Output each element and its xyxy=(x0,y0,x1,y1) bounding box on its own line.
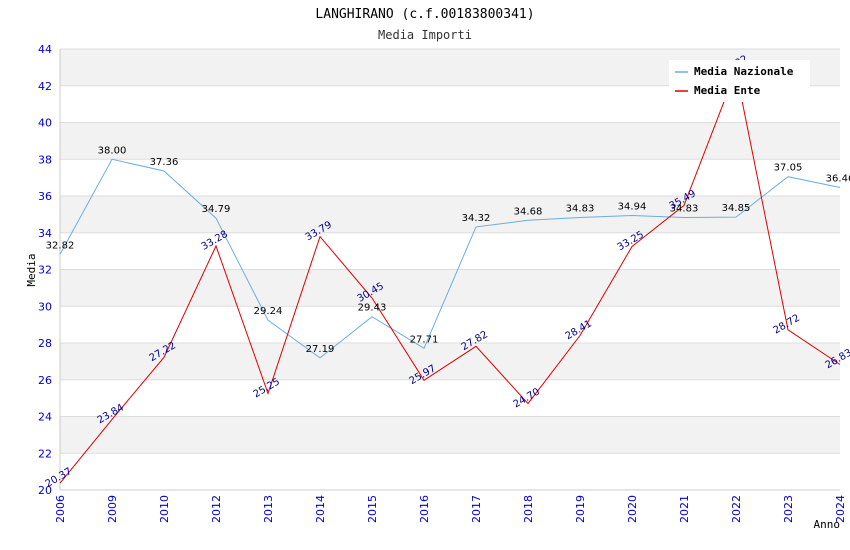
y-tick-label: 32 xyxy=(38,264,52,277)
data-label-nazionale: 34.83 xyxy=(566,203,595,214)
data-label-nazionale: 36.46 xyxy=(826,174,850,185)
legend: Media Nazionale Media Ente xyxy=(669,60,810,102)
grid-band xyxy=(60,196,840,233)
x-tick-label: 2015 xyxy=(366,495,379,523)
x-axis-ticks: 2006 2009 2010 2012 2013 2014 2015 2016 2017 2018… xyxy=(54,495,847,523)
x-tick-label: 2013 xyxy=(262,495,275,523)
data-label-nazionale: 27.71 xyxy=(410,334,439,345)
x-tick-label: 2022 xyxy=(730,495,743,523)
chart-subtitle: Media Importi xyxy=(378,28,472,42)
y-tick-label: 20 xyxy=(38,484,52,497)
legend-label-ente: Media Ente xyxy=(694,84,761,97)
y-tick-label: 34 xyxy=(38,227,52,240)
grid-lines xyxy=(59,48,840,491)
y-tick-label: 36 xyxy=(38,190,52,203)
x-tick-label: 2014 xyxy=(314,495,327,523)
x-tick-label: 2020 xyxy=(626,495,639,523)
x-axis-label: Anno xyxy=(814,518,841,531)
x-tick-label: 2010 xyxy=(158,495,171,523)
data-label-nazionale: 34.68 xyxy=(514,206,543,217)
x-tick-label: 2024 xyxy=(834,495,847,523)
series-line-media-ente xyxy=(59,68,841,484)
data-label-nazionale: 34.94 xyxy=(618,201,647,212)
y-tick-label: 24 xyxy=(38,411,52,424)
data-label-nazionale: 37.36 xyxy=(150,157,179,168)
x-tick-label: 2006 xyxy=(54,495,67,523)
data-label-nazionale: 29.24 xyxy=(254,306,283,317)
x-tick-label: 2019 xyxy=(574,495,587,523)
series-line-media-nazionale xyxy=(59,158,841,359)
y-tick-label: 28 xyxy=(38,337,52,350)
grid-band xyxy=(60,343,840,380)
y-tick-label: 38 xyxy=(38,153,52,166)
data-label-nazionale: 29.43 xyxy=(358,303,387,314)
data-label-nazionale: 38.00 xyxy=(98,145,127,156)
data-label-nazionale: 34.83 xyxy=(670,203,699,214)
y-tick-label: 42 xyxy=(38,80,52,93)
legend-box xyxy=(669,60,810,102)
y-tick-label: 30 xyxy=(38,300,52,313)
x-tick-label: 2021 xyxy=(678,495,691,523)
x-tick-label: 2016 xyxy=(418,495,431,523)
data-label-nazionale: 34.32 xyxy=(462,213,491,224)
chart-title: LANGHIRANO (c.f.00183800341) xyxy=(315,7,534,22)
grid-band xyxy=(60,416,840,454)
data-label-nazionale: 37.05 xyxy=(774,163,803,174)
y-axis-label: Media xyxy=(25,253,38,286)
y-tick-label: 40 xyxy=(38,117,52,130)
data-label-nazionale: 32.82 xyxy=(46,240,75,251)
x-tick-label: 2017 xyxy=(470,495,483,523)
x-tick-label: 2018 xyxy=(522,495,535,523)
series-lines xyxy=(59,68,841,484)
data-label-nazionale: 27.19 xyxy=(306,344,335,355)
data-label-nazionale: 34.85 xyxy=(722,203,751,214)
x-tick-label: 2009 xyxy=(106,495,119,523)
y-axis-ticks: 20 22 24 26 28 30 32 34 36 38 40 42 44 xyxy=(38,43,52,497)
grid-band xyxy=(60,122,840,160)
y-tick-label: 22 xyxy=(38,447,52,460)
x-tick-label: 2023 xyxy=(782,495,795,523)
y-tick-label: 26 xyxy=(38,374,52,387)
data-label-nazionale: 34.79 xyxy=(202,204,231,215)
x-tick-label: 2012 xyxy=(210,495,223,523)
y-tick-label: 44 xyxy=(38,43,52,56)
legend-label-nazionale: Media Nazionale xyxy=(694,65,794,78)
